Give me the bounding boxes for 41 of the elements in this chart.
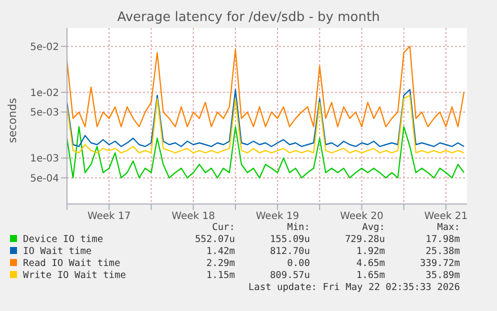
text: 4.65m xyxy=(355,258,385,270)
text: 729.28u xyxy=(344,234,385,246)
text: Max: xyxy=(436,222,460,234)
y-tick-label: 5e-04 xyxy=(30,173,59,184)
text: 552.07u xyxy=(194,234,235,246)
text: 809.57u xyxy=(268,270,310,282)
text: 25.38m xyxy=(424,246,460,258)
y-tick-label: 5e-02 xyxy=(30,42,59,53)
legend-label: IO Wait time xyxy=(22,246,93,258)
x-tick-label: Week 17 xyxy=(87,211,131,222)
text: 2.29m xyxy=(205,258,235,270)
legend-label: Device IO time xyxy=(22,234,104,246)
x-tick-label: Week 18 xyxy=(172,211,215,222)
text: 17.98m xyxy=(424,234,460,246)
text: 1.92m xyxy=(355,246,385,258)
line-series xyxy=(67,94,465,154)
chart-title: Average latency for /dev/sdb - by month xyxy=(116,10,381,25)
legend-label: Read IO Wait time xyxy=(22,258,122,270)
y-axis-title: seconds xyxy=(6,98,18,142)
text: 812.70u xyxy=(268,246,310,258)
text: 0.00 xyxy=(286,258,310,270)
text: Last update: Fri May 22 02:35:33 2026 xyxy=(247,282,460,294)
text: 1.42m xyxy=(205,246,235,258)
text: 155.09u xyxy=(268,234,310,246)
text: 1.65m xyxy=(355,270,385,282)
legend-label: Write IO Wait time xyxy=(22,270,127,282)
text: Cur: xyxy=(211,222,235,234)
y-tick-label: 1e-03 xyxy=(30,154,59,165)
y-tick-label: 1e-02 xyxy=(30,88,59,99)
x-tick-label: Week 21 xyxy=(424,211,468,222)
line-series xyxy=(67,46,465,128)
x-tick-label: Week 19 xyxy=(256,211,300,222)
line-series xyxy=(67,88,465,148)
text: 339.72m xyxy=(418,258,460,270)
text: 1.15m xyxy=(205,270,235,282)
text: Avg: xyxy=(361,222,385,234)
text: Min: xyxy=(286,222,310,234)
text: 35.89m xyxy=(424,270,460,282)
x-tick-label: Week 20 xyxy=(340,211,384,222)
line-series xyxy=(67,126,465,178)
y-tick-label: 5e-03 xyxy=(30,108,59,119)
